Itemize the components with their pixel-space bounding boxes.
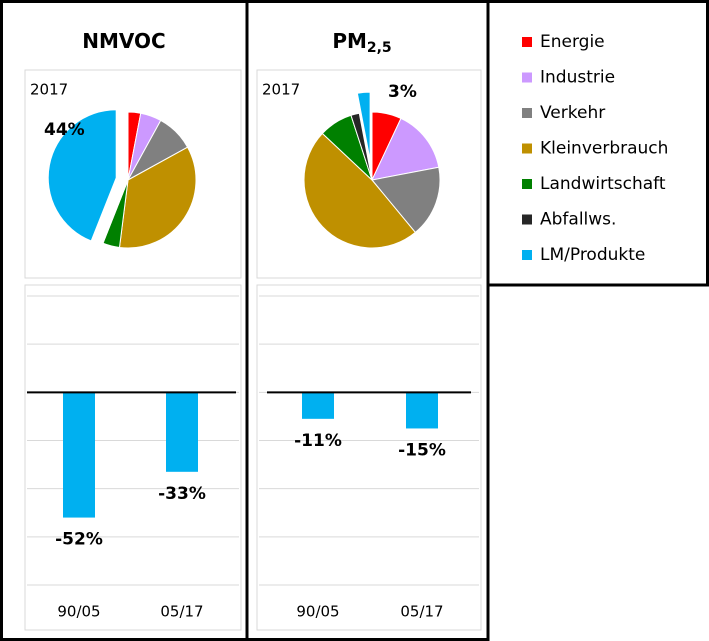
chart-title: PM2,5: [332, 29, 391, 57]
data-label: 44%: [44, 120, 85, 140]
x-tick-label: 05/17: [160, 603, 203, 621]
annotation: 2017: [262, 81, 300, 99]
legend-label: Abfallws.: [540, 210, 616, 230]
title-text: PM: [332, 29, 367, 53]
pie-slice: [303, 132, 417, 249]
legend-swatch: [522, 72, 532, 83]
bar-frame: [24, 284, 242, 631]
bar: [63, 392, 95, 518]
data-label: -11%: [294, 431, 342, 451]
pie-frame: [256, 69, 482, 279]
x-tick-label: 05/17: [400, 603, 443, 621]
bar: [302, 392, 334, 419]
data-label: -15%: [398, 440, 446, 460]
legend-swatch: [522, 37, 532, 47]
pie-slice: [118, 146, 197, 249]
pie-slice: [350, 112, 373, 181]
panel-border: [486, 0, 709, 287]
legend-label: Kleinverbrauch: [540, 139, 668, 159]
legend-label: Verkehr: [540, 103, 605, 123]
data-label: 3%: [388, 82, 417, 102]
pie-slice: [356, 91, 371, 161]
legend-label: Industrie: [540, 68, 615, 88]
legend-swatch: [522, 214, 532, 225]
bar: [166, 392, 198, 472]
legend-swatch: [522, 143, 532, 154]
legend-swatch: [522, 108, 532, 118]
x-tick-label: 90/05: [57, 603, 100, 621]
legend-label: Landwirtschaft: [540, 174, 666, 194]
chart-title: NMVOC: [82, 29, 165, 53]
title-subscript: 2,5: [367, 40, 392, 56]
legend-label: LM/Produkte: [540, 245, 645, 265]
pie-slice: [371, 166, 441, 234]
bar: [406, 392, 438, 429]
bar-frame: [256, 284, 482, 631]
annotation: 2017: [30, 81, 68, 99]
x-tick-label: 90/05: [296, 603, 339, 621]
pie-slice: [47, 109, 117, 242]
legend-swatch: [522, 250, 532, 260]
pie-frame: [24, 69, 242, 279]
data-label: -52%: [55, 530, 103, 550]
data-label: -33%: [158, 484, 206, 504]
title-text: NMVOC: [82, 29, 165, 53]
panel-border: [245, 0, 490, 641]
legend-swatch: [522, 179, 532, 189]
pie-slice: [371, 117, 440, 181]
legend-label: Energie: [540, 32, 605, 52]
